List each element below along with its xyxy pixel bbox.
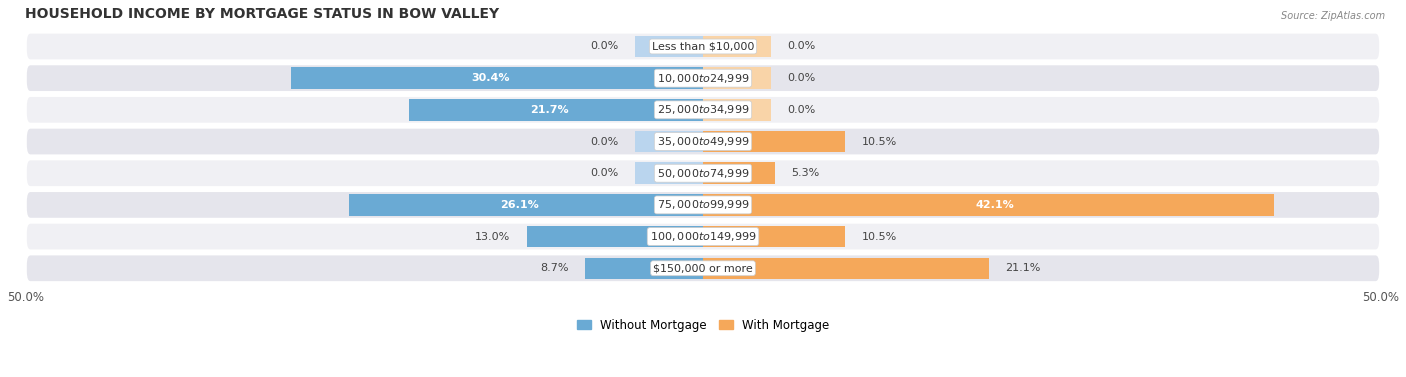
Bar: [703, 36, 770, 57]
Text: $35,000 to $49,999: $35,000 to $49,999: [657, 135, 749, 148]
Bar: [585, 257, 703, 279]
Bar: [409, 99, 703, 121]
Text: 10.5%: 10.5%: [862, 136, 897, 147]
FancyBboxPatch shape: [25, 32, 1381, 61]
FancyBboxPatch shape: [25, 222, 1381, 251]
Bar: [703, 131, 845, 152]
Bar: [349, 194, 703, 216]
Text: 21.1%: 21.1%: [1005, 263, 1040, 273]
Text: 30.4%: 30.4%: [471, 73, 509, 83]
Text: $75,000 to $99,999: $75,000 to $99,999: [657, 198, 749, 211]
Bar: [703, 257, 988, 279]
Text: Less than $10,000: Less than $10,000: [652, 41, 754, 52]
Bar: [291, 67, 703, 89]
Text: 13.0%: 13.0%: [475, 231, 510, 242]
Bar: [527, 226, 703, 247]
Text: 0.0%: 0.0%: [787, 41, 815, 52]
Bar: [349, 194, 703, 216]
FancyBboxPatch shape: [25, 191, 1381, 219]
Text: 0.0%: 0.0%: [591, 41, 619, 52]
Text: 5.3%: 5.3%: [792, 168, 820, 178]
Bar: [703, 99, 770, 121]
Text: 0.0%: 0.0%: [591, 136, 619, 147]
Bar: [585, 257, 703, 279]
FancyBboxPatch shape: [25, 64, 1381, 92]
Bar: [703, 67, 770, 89]
Bar: [291, 67, 703, 89]
Legend: Without Mortgage, With Mortgage: Without Mortgage, With Mortgage: [572, 314, 834, 336]
Text: 42.1%: 42.1%: [976, 200, 1014, 210]
Bar: [636, 162, 703, 184]
Bar: [636, 36, 703, 57]
FancyBboxPatch shape: [25, 127, 1381, 156]
Bar: [703, 131, 845, 152]
Text: HOUSEHOLD INCOME BY MORTGAGE STATUS IN BOW VALLEY: HOUSEHOLD INCOME BY MORTGAGE STATUS IN B…: [25, 7, 499, 21]
Text: 26.1%: 26.1%: [501, 200, 538, 210]
FancyBboxPatch shape: [25, 254, 1381, 282]
FancyBboxPatch shape: [25, 159, 1381, 187]
Text: 8.7%: 8.7%: [540, 263, 569, 273]
Bar: [703, 194, 1274, 216]
Bar: [703, 226, 845, 247]
Bar: [703, 257, 988, 279]
Bar: [703, 226, 845, 247]
FancyBboxPatch shape: [25, 96, 1381, 124]
Text: 0.0%: 0.0%: [787, 73, 815, 83]
Bar: [527, 226, 703, 247]
Text: 10.5%: 10.5%: [862, 231, 897, 242]
Bar: [703, 162, 775, 184]
Bar: [409, 99, 703, 121]
Text: $50,000 to $74,999: $50,000 to $74,999: [657, 167, 749, 180]
Bar: [703, 194, 1274, 216]
Text: $25,000 to $34,999: $25,000 to $34,999: [657, 103, 749, 116]
Bar: [703, 162, 775, 184]
Text: 21.7%: 21.7%: [530, 105, 568, 115]
Text: $10,000 to $24,999: $10,000 to $24,999: [657, 72, 749, 85]
Text: 0.0%: 0.0%: [591, 168, 619, 178]
Text: Source: ZipAtlas.com: Source: ZipAtlas.com: [1281, 11, 1385, 21]
Text: 0.0%: 0.0%: [787, 105, 815, 115]
Text: $100,000 to $149,999: $100,000 to $149,999: [650, 230, 756, 243]
Bar: [636, 131, 703, 152]
Text: $150,000 or more: $150,000 or more: [654, 263, 752, 273]
